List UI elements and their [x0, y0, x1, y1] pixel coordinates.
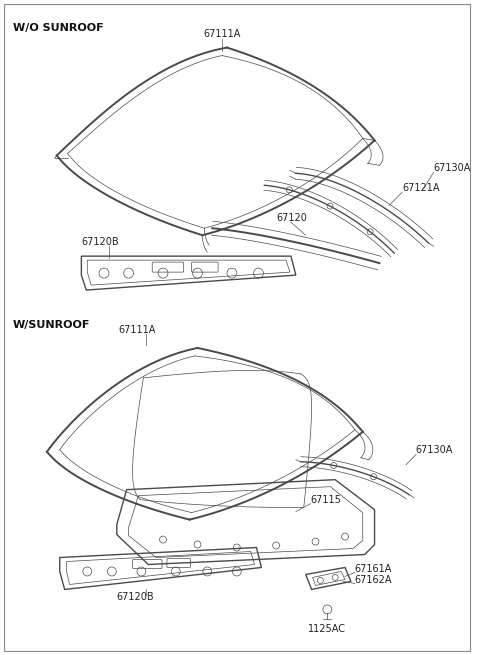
Text: 67111A: 67111A	[204, 29, 241, 39]
Text: W/SUNROOF: W/SUNROOF	[12, 320, 90, 330]
Text: 67120B: 67120B	[82, 237, 119, 247]
Text: 67120: 67120	[276, 214, 307, 223]
Text: 67161A: 67161A	[355, 565, 392, 574]
Text: 67130A: 67130A	[433, 163, 471, 174]
Text: 1125AC: 1125AC	[308, 624, 347, 634]
Text: W/O SUNROOF: W/O SUNROOF	[12, 23, 103, 33]
Text: 67111A: 67111A	[119, 325, 156, 335]
Text: 67115: 67115	[311, 495, 341, 504]
Text: 67162A: 67162A	[355, 576, 392, 586]
Text: 67130A: 67130A	[416, 445, 453, 455]
Text: 67120B: 67120B	[117, 592, 155, 603]
Text: 67121A: 67121A	[402, 183, 440, 193]
